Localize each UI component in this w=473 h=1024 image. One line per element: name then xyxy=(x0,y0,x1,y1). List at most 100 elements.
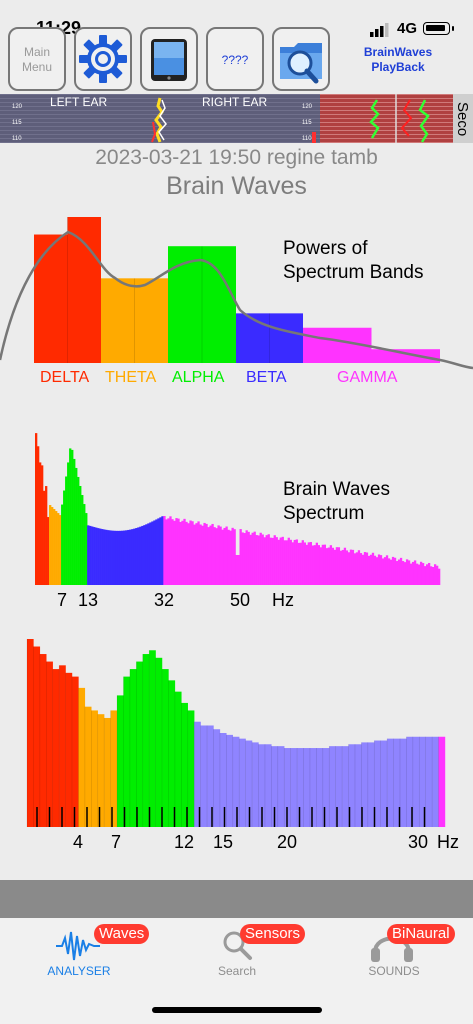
spectrum-bar xyxy=(149,522,152,585)
tab-search[interactable]: Search Sensors xyxy=(162,918,312,998)
spectrum-bar xyxy=(119,530,122,585)
histogram-bar xyxy=(110,710,118,827)
histogram-bar xyxy=(46,661,53,827)
session-subtitle: 2023-03-21 19:50 regine tamb xyxy=(95,146,378,169)
spectrum-bar xyxy=(407,560,411,585)
histogram-bar xyxy=(419,736,426,827)
spectrum-bar xyxy=(93,527,96,585)
spectrum-bar xyxy=(229,530,232,585)
spectrum-bar xyxy=(187,523,190,585)
spectrum-bar xyxy=(95,527,98,585)
home-indicator xyxy=(152,1007,322,1013)
spectrum-bar xyxy=(67,462,70,585)
spectrum-bar xyxy=(279,537,282,585)
ear-scale-120: 120 xyxy=(12,104,23,110)
spectrum-bar xyxy=(335,547,339,585)
spectrum-bar xyxy=(351,549,355,585)
spectrum-bar xyxy=(75,467,78,585)
tab-analyser[interactable]: ANALYSER Waves xyxy=(4,918,154,998)
spectrum-bar xyxy=(401,561,405,585)
histogram-bar xyxy=(123,676,131,827)
spectrum-tick-32: 32 xyxy=(154,590,174,610)
spectrum-bar xyxy=(143,525,146,585)
spectrum-bar xyxy=(69,448,72,585)
spectrum-bar xyxy=(323,544,327,585)
spectrum-bar xyxy=(415,563,419,585)
spectrum-bar xyxy=(203,522,206,585)
spectrum-title-line2: Spectrum xyxy=(283,503,364,524)
histogram-bar xyxy=(232,736,240,827)
main-menu-button[interactable]: Main Menu xyxy=(8,27,66,91)
spectrum-bar xyxy=(91,526,94,585)
unknown-button[interactable]: ???? xyxy=(206,27,264,91)
spectrum-bar xyxy=(73,458,76,585)
histogram-bar xyxy=(399,738,407,827)
spectrum-bar xyxy=(343,547,347,585)
band-label-alpha: ALPHA xyxy=(172,369,225,386)
spectrum-bar xyxy=(297,542,300,585)
spectrum-bar xyxy=(349,549,353,585)
histogram-bar xyxy=(187,710,195,827)
spectrum-bar xyxy=(393,557,397,585)
sensors-badge: Sensors xyxy=(240,924,306,944)
spectrum-bar xyxy=(211,523,214,585)
spectrum-bar xyxy=(231,527,234,585)
tab-analyser-label: ANALYSER xyxy=(47,964,111,978)
spectrum-bar xyxy=(243,533,246,585)
spectrum-bar xyxy=(169,516,172,585)
tab-sounds-label: SOUNDS xyxy=(368,964,420,978)
spectrum-bar xyxy=(55,511,58,585)
spectrum-bar xyxy=(427,562,431,585)
histogram-bar xyxy=(264,744,272,827)
band-bar-beta-b xyxy=(269,313,303,363)
spectrum-bar xyxy=(409,563,413,585)
histogram-bar xyxy=(329,746,336,827)
spectrum-bar xyxy=(233,529,236,585)
spectrum-bar xyxy=(183,518,186,585)
spectrum-bar xyxy=(413,560,417,585)
spectrum-bar xyxy=(397,559,401,585)
spectrum-bar xyxy=(389,559,393,585)
histogram-bar xyxy=(33,646,41,827)
page-title: Brain Waves xyxy=(166,172,307,200)
spectrum-bar xyxy=(353,553,357,585)
histogram-bar xyxy=(168,680,176,827)
spectrum-bar xyxy=(215,528,218,585)
band-power-chart: Powers of Spectrum Bands DELTA THETA ALPHA… xyxy=(0,217,473,386)
spectrum-bar xyxy=(417,564,421,585)
spectrum-bar xyxy=(129,529,132,585)
spectrum-bar xyxy=(373,555,377,585)
spectrum-bar xyxy=(65,476,68,585)
spectrum-bar xyxy=(151,521,154,585)
settings-button[interactable] xyxy=(74,27,132,91)
histogram-bar xyxy=(239,738,246,827)
histogram-bar xyxy=(406,736,414,827)
spectrum-bar xyxy=(199,524,202,585)
tablet-view-button[interactable] xyxy=(140,27,198,91)
spectrum-bar xyxy=(99,528,102,585)
spectrum-bar xyxy=(173,520,176,585)
spectrum-bar xyxy=(161,516,164,585)
spectrum-bar xyxy=(303,542,306,585)
histogram-bar xyxy=(162,669,169,827)
spectrum-bar xyxy=(301,540,304,585)
spectrum-bar xyxy=(249,534,252,585)
spectrum-bar xyxy=(139,526,142,585)
spectrum-bar xyxy=(395,561,399,585)
spectrum-bar xyxy=(189,520,192,585)
band-bar-theta-a xyxy=(101,278,135,363)
search-files-button[interactable] xyxy=(272,27,330,91)
histogram-bar xyxy=(194,721,201,827)
spectrum-bar xyxy=(155,519,158,585)
spectrum-bar xyxy=(355,552,359,585)
signal-icon xyxy=(370,23,389,37)
spectrum-bar xyxy=(63,490,66,585)
spectrum-bar xyxy=(217,525,220,585)
band-bar-theta-b xyxy=(134,278,168,363)
waves-badge: Waves xyxy=(94,924,150,944)
histogram-bar xyxy=(303,748,311,827)
tablet-icon xyxy=(151,39,187,81)
band-bar-gamma-b xyxy=(371,349,440,363)
tab-sounds[interactable]: SOUNDS BiNaural xyxy=(319,918,469,998)
histogram-bar xyxy=(149,650,156,827)
